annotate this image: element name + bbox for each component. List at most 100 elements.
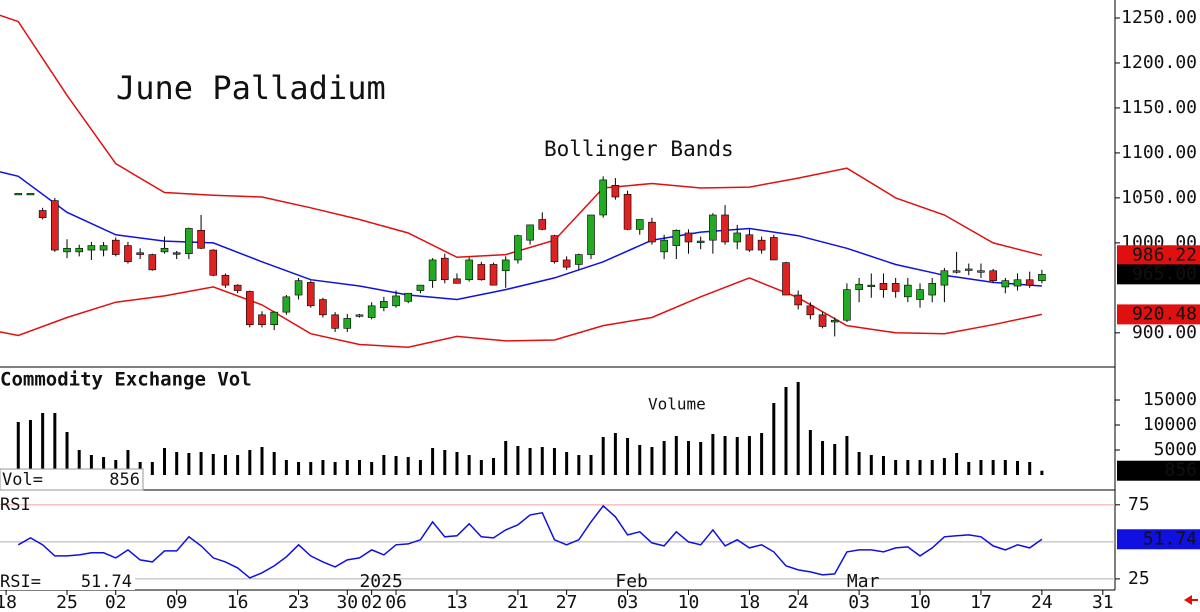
volume-bar xyxy=(613,433,617,475)
candle-body xyxy=(111,239,120,255)
volume-bar xyxy=(674,436,678,475)
candle-body xyxy=(757,239,766,251)
candle-body xyxy=(38,210,47,218)
volume-bar xyxy=(431,448,435,475)
candle-body xyxy=(501,259,510,272)
volume-bar xyxy=(467,455,471,475)
volume-bar xyxy=(150,462,154,475)
volume-bar xyxy=(1028,462,1032,475)
candle-body xyxy=(891,283,900,292)
candle-body xyxy=(916,289,924,300)
candle-body xyxy=(465,259,473,281)
x-tick-label: 06 xyxy=(385,592,407,612)
volume-bar xyxy=(321,460,325,475)
candle-body xyxy=(721,214,729,243)
volume-bar xyxy=(272,452,276,475)
candle-body xyxy=(818,314,827,327)
candle-body xyxy=(306,282,315,307)
rsi-readout-label: RSI= xyxy=(0,572,41,592)
x-tick-label: 25 xyxy=(56,592,78,612)
candle-body xyxy=(623,193,632,230)
price-value-label-box xyxy=(1117,304,1200,325)
x-tick-label: 13 xyxy=(446,592,468,612)
x-tick-label: 18 xyxy=(739,592,761,612)
volume-value-label-box xyxy=(1117,460,1200,481)
volume-bar xyxy=(881,456,885,475)
volume-bar xyxy=(406,457,410,475)
volume-bar xyxy=(821,441,825,475)
volume-bar xyxy=(772,403,776,475)
volume-bar xyxy=(382,455,386,475)
volume-bar xyxy=(418,460,422,475)
candle-body xyxy=(538,219,547,230)
volume-bar xyxy=(808,430,812,475)
band-line xyxy=(0,14,1043,259)
volume-bar xyxy=(1016,461,1020,475)
volume-bar xyxy=(735,437,739,475)
volume-bar xyxy=(650,447,654,475)
candle-body xyxy=(1013,279,1022,287)
x-tick-label: 30 xyxy=(336,592,358,612)
volume-bar xyxy=(747,436,751,475)
volume-bar xyxy=(857,452,861,475)
x-tick-label: 24 xyxy=(1031,592,1053,612)
y-tick-label: 10000 xyxy=(1143,414,1197,435)
volume-bar xyxy=(991,460,995,475)
volume-bar xyxy=(53,413,57,475)
volume-bar xyxy=(686,441,690,475)
candle-body xyxy=(343,318,352,329)
candle-body xyxy=(75,247,84,253)
candle-body xyxy=(233,284,242,291)
y-tick-label: 1100.00 xyxy=(1121,142,1197,163)
candle-body xyxy=(562,259,571,268)
x-tick-label: 31 xyxy=(1092,592,1114,612)
candle-body xyxy=(672,229,681,246)
volume-bar xyxy=(942,458,946,475)
candle-body xyxy=(355,314,364,317)
x-tick-label: 18 xyxy=(0,592,17,612)
price-value-label: 920.48 xyxy=(1132,303,1197,324)
volume-bar xyxy=(211,454,215,475)
x-tick-label: 02 xyxy=(105,592,127,612)
candle-body xyxy=(952,270,961,273)
volume-bar xyxy=(260,447,264,475)
candle-body xyxy=(550,235,559,263)
volume-bar xyxy=(516,446,520,475)
volume-bar xyxy=(979,460,983,475)
x-tick-label: 03 xyxy=(617,592,639,612)
x-tick-label: 17 xyxy=(970,592,992,612)
price-value-label: 965.00 xyxy=(1132,263,1197,284)
candle-body xyxy=(136,252,144,255)
x-tick-label: 21 xyxy=(507,592,529,612)
scroll-arrow[interactable] xyxy=(1184,595,1198,605)
volume-bar xyxy=(394,456,398,475)
x-tick-label: 16 xyxy=(227,592,249,612)
volume-bar xyxy=(65,432,69,475)
candle-body xyxy=(428,259,437,281)
y-tick-label: 1250.00 xyxy=(1121,7,1197,28)
candle-body xyxy=(87,245,96,251)
volume-bar xyxy=(699,442,703,475)
candle-body xyxy=(172,252,181,255)
volume-bar xyxy=(711,434,715,475)
plot-area: 900.001000.001050.001100.001150.001200.0… xyxy=(0,7,1200,612)
rsi-readout-box xyxy=(0,572,135,590)
candle-body xyxy=(185,228,193,254)
volume-bar xyxy=(589,455,593,475)
candle-body xyxy=(843,289,851,321)
candle-body xyxy=(14,193,23,196)
candle-body xyxy=(928,283,937,296)
candle-body xyxy=(977,270,985,273)
volume-bar xyxy=(906,460,910,475)
volume-bar xyxy=(102,457,106,475)
volume-readout-box xyxy=(0,468,144,491)
y-tick-label: 15000 xyxy=(1143,389,1197,410)
y-tick-label: 900.00 xyxy=(1132,322,1197,343)
candle-body xyxy=(867,284,876,287)
x-tick-label: 02 xyxy=(361,592,383,612)
x-tick-label: 03 xyxy=(848,592,870,612)
candle-body xyxy=(830,319,839,323)
volume-bar xyxy=(236,455,240,475)
volume-bar xyxy=(577,455,581,475)
candle-body xyxy=(696,240,705,243)
